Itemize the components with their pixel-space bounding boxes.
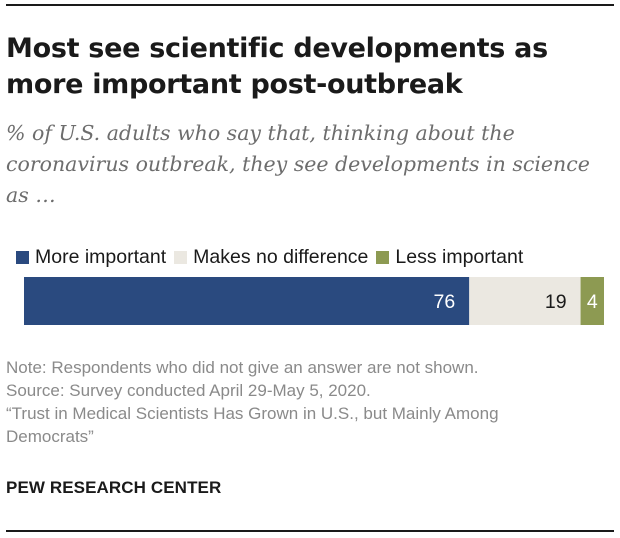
legend-item-less-important: Less important <box>376 246 523 269</box>
stacked-bar-chart: 76 19 4 <box>24 277 604 325</box>
note-text: Note: Respondents who did not give an an… <box>6 358 479 377</box>
bar-label-makes-no-difference: 19 <box>545 291 567 313</box>
bar-segment-less-important <box>580 277 604 325</box>
report-title-line-2: Democrats” <box>6 427 94 446</box>
legend-swatch-makes-no-difference <box>174 250 188 264</box>
report-title-line-1: “Trust in Medical Scientists Has Grown i… <box>6 404 499 423</box>
legend-item-more-important: More important <box>16 246 166 269</box>
stacked-bar-svg: 76 19 4 <box>24 277 604 325</box>
chart-title: Most see scientific developments as more… <box>6 33 548 100</box>
notes: Note: Respondents who did not give an an… <box>6 356 612 448</box>
legend-label-more-important: More important <box>35 245 167 268</box>
legend-swatch-more-important <box>16 250 29 264</box>
pew-research-center-logo-text: PEW RESEARCH CENTER <box>6 478 222 497</box>
bar-segment-makes-no-difference <box>469 277 581 325</box>
bar-label-less-important: 4 <box>587 291 598 313</box>
source-text: Source: Survey conducted April 29-May 5,… <box>6 381 371 400</box>
bar-label-more-important: 76 <box>434 291 456 313</box>
legend-label-makes-no-difference: Makes no difference <box>193 245 369 268</box>
legend-label-less-important: Less important <box>395 245 524 268</box>
legend: More important Makes no difference Less … <box>16 245 523 269</box>
chart-subtitle: % of U.S. adults who say that, thinking … <box>6 121 590 207</box>
legend-swatch-less-important <box>376 250 390 264</box>
bottom-rule <box>6 530 614 532</box>
bar-segment-more-important <box>24 277 470 325</box>
legend-item-makes-no-difference: Makes no difference <box>174 246 368 269</box>
top-rule <box>6 4 614 6</box>
